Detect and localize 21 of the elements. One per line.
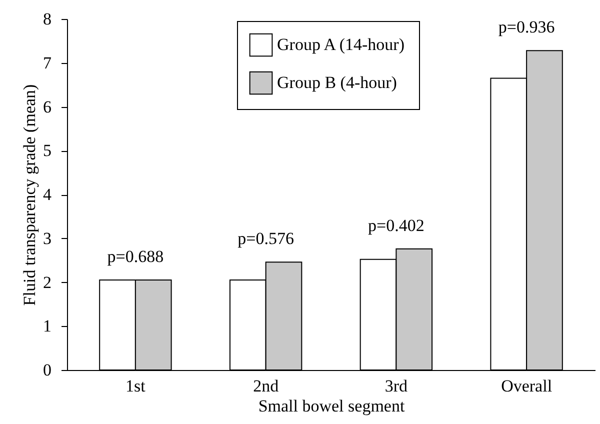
- x-tick-label: 3rd: [384, 376, 408, 396]
- x-axis-title: Small bowel segment: [258, 396, 405, 416]
- x-tick-label: 2nd: [253, 376, 280, 396]
- annotation: p=0.936: [498, 18, 555, 37]
- x-tick-label: 1st: [126, 376, 146, 396]
- y-tick-label: 0: [43, 360, 52, 380]
- annotation: p=0.688: [107, 247, 164, 266]
- y-tick-label: 3: [43, 228, 52, 248]
- y-tick-label: 1: [43, 316, 52, 336]
- y-axis-title: Fluid transparency grade (mean): [20, 84, 39, 306]
- y-tick-label: 2: [43, 272, 52, 292]
- y-tick-label: 7: [43, 53, 52, 72]
- x-tick-label: Overall: [501, 376, 552, 396]
- annotation: p=0.402: [368, 216, 424, 235]
- annotation: p=0.576: [238, 229, 294, 248]
- y-tick-label: 4: [43, 185, 52, 204]
- legend-label: Group B (4-hour): [277, 73, 397, 92]
- y-tick-label: 8: [43, 10, 52, 28]
- y-tick-label: 6: [43, 97, 52, 116]
- y-tick-label: 5: [43, 141, 52, 160]
- legend-label: Group A (14-hour): [277, 35, 404, 54]
